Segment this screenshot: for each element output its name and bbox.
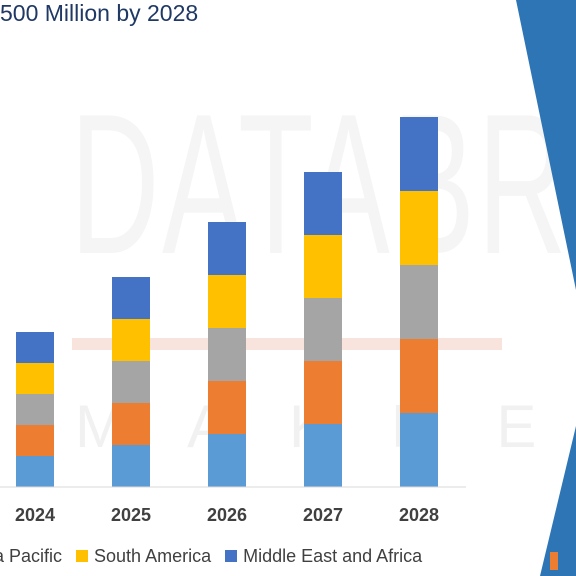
bar-segment-2026-series-0 [208,434,246,487]
bar-segment-2024-series-3 [16,363,54,394]
bar-segment-2026-series-4 [208,222,246,275]
legend-item-middle-east-africa: Middle East and Africa [225,546,422,567]
bar-segment-2025-series-0 [112,445,150,487]
legend-label-middle-east-africa: Middle East and Africa [243,545,423,566]
bar-segment-2027-series-1 [304,361,342,424]
bar-segment-2027-series-3 [304,235,342,298]
watermark-stripe [72,338,502,350]
bar-segment-2028-series-0 [400,413,438,487]
legend-swatch-middle-east-africa [225,550,238,562]
corner-accent-orange [550,552,558,570]
bar-segment-2027-series-4 [304,172,342,235]
legend-item-asia-pacific: ia Pacific [0,546,62,567]
bar-segment-2028-series-3 [400,191,438,265]
bar-segment-2024-series-1 [16,425,54,456]
legend-label-asia-pacific: ia Pacific [0,545,63,566]
legend-label-south-america: South America [94,545,212,566]
bar-segment-2026-series-1 [208,381,246,434]
legend: ia Pacific South America Middle East and… [0,545,436,567]
chart-title: 500 Million by 2028 [0,0,199,26]
bar-segment-2025-series-1 [112,403,150,445]
bar-segment-2028-series-2 [400,265,438,339]
legend-item-south-america: South America [76,546,211,567]
bar-segment-2024-series-4 [16,332,54,363]
bar-segment-2028-series-1 [400,339,438,413]
x-tick-label-2028: 2028 [399,505,439,525]
bar-segment-2028-series-4 [400,117,438,191]
x-tick-label-2025: 2025 [111,505,151,525]
bar-segment-2027-series-0 [304,424,342,487]
x-tick-labels: 2024 2025 2026 2027 2028 [15,505,439,525]
bar-segment-2025-series-3 [112,319,150,361]
bar-segment-2024-series-2 [16,394,54,425]
legend-swatch-south-america [76,550,89,562]
bar-segment-2026-series-2 [208,328,246,381]
bar-segment-2024-series-0 [16,456,54,487]
x-tick-label-2026: 2026 [207,505,247,525]
bar-segment-2025-series-2 [112,361,150,403]
bar-segment-2025-series-4 [112,277,150,319]
bar-segment-2026-series-3 [208,275,246,328]
bar-group [16,117,438,487]
x-tick-label-2027: 2027 [303,505,343,525]
x-tick-label-2024: 2024 [15,505,55,525]
bar-segment-2027-series-2 [304,298,342,361]
